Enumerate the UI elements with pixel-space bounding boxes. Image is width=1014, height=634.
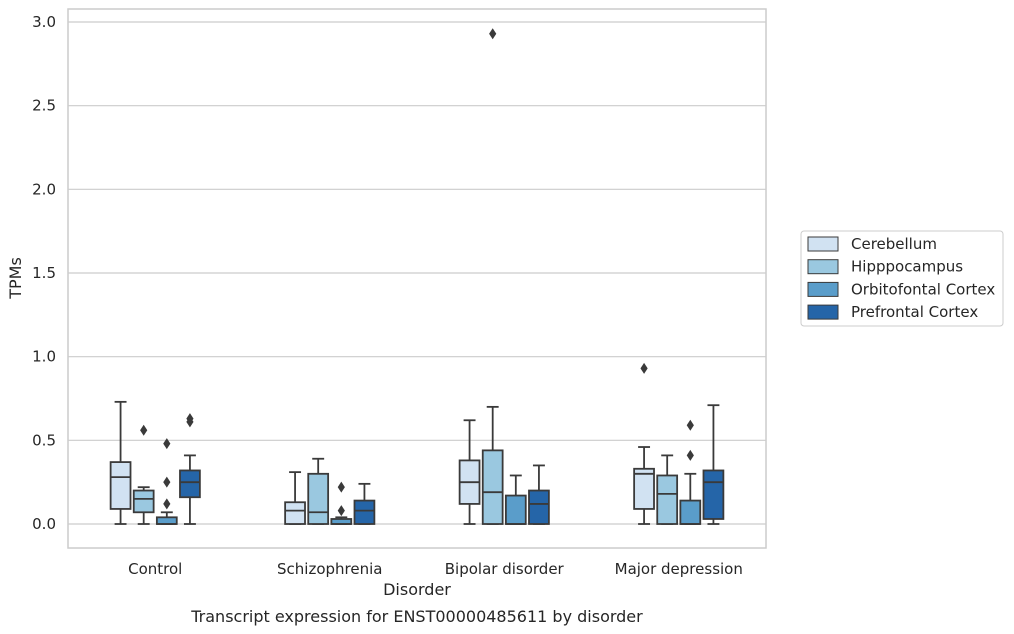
x-tick-label-2: Bipolar disorder — [445, 560, 565, 578]
boxes — [109, 28, 725, 525]
chart-caption: Transcript expression for ENST0000048561… — [190, 607, 643, 626]
box-body — [633, 467, 655, 510]
outlier-0 — [140, 424, 148, 436]
box-0-3 — [633, 362, 655, 525]
legend-swatch-0 — [807, 236, 839, 252]
plot-area — [68, 9, 766, 548]
box-1-3 — [656, 454, 679, 525]
legend-label-1: Hipppocampus — [851, 258, 963, 276]
box-2-0 — [155, 438, 178, 525]
outlier-1 — [186, 413, 194, 425]
box-1-2 — [481, 28, 504, 525]
legend-swatch-1 — [807, 259, 839, 275]
box-2-3 — [679, 419, 702, 525]
box-body — [656, 474, 679, 525]
y-tick-label-5: 2.5 — [32, 97, 56, 115]
y-tick-label-2: 1.0 — [32, 348, 56, 366]
box-body — [179, 469, 201, 499]
y-tick-label-6: 3.0 — [32, 13, 56, 31]
box-0-0 — [109, 400, 132, 525]
box-body — [155, 516, 178, 525]
y-tick-label-3: 1.5 — [32, 264, 56, 282]
x-tick-label-0: Control — [128, 560, 182, 578]
box-1-0 — [132, 424, 155, 525]
box-body — [528, 489, 550, 525]
box-1-1 — [307, 457, 330, 525]
outlier-1 — [163, 476, 171, 488]
y-tick-label-1: 0.5 — [32, 431, 56, 449]
box-3-0 — [179, 413, 201, 525]
box-2-1 — [330, 481, 353, 525]
box-3-3 — [702, 404, 725, 525]
y-tick-label-0: 0.0 — [32, 515, 56, 533]
legend-label-3: Prefrontal Cortex — [851, 303, 978, 321]
x-tick-label-3: Major depression — [615, 560, 743, 578]
outlier-0 — [686, 449, 694, 461]
y-tick-label-4: 2.0 — [32, 180, 56, 198]
y-axis-label: TPMs — [6, 257, 25, 300]
x-tick-label-1: Schizophrenia — [277, 560, 382, 578]
box-3-2 — [528, 464, 550, 525]
box-3-1 — [353, 482, 376, 525]
box-2-2 — [504, 474, 527, 525]
plot-frame — [67, 8, 767, 549]
legend-swatch-3 — [807, 304, 839, 320]
box-body — [132, 489, 155, 514]
outlier-1 — [686, 419, 694, 431]
legend-swatch-2 — [807, 281, 839, 297]
legend-items: Cerebellum Hipppocampus Orbitofontal Corte… — [807, 235, 995, 321]
outlier-0 — [163, 498, 171, 510]
outlier-0 — [640, 362, 648, 374]
grid — [68, 21, 766, 525]
box-body — [109, 461, 132, 510]
outlier-1 — [337, 481, 345, 493]
x-axis-ticks: Control Schizophrenia Bipolar disorder Majo… — [128, 560, 743, 578]
box-body — [702, 469, 725, 520]
box-body — [481, 449, 504, 525]
box-0-2 — [458, 419, 481, 525]
outlier-0 — [489, 28, 497, 40]
legend-frame — [800, 230, 1004, 327]
x-axis-label: Disorder — [383, 580, 451, 599]
box-body — [284, 501, 306, 525]
y-axis-ticks: 0.0 0.5 1.0 1.5 2.0 2.5 3.0 — [32, 13, 56, 533]
box-0-1 — [284, 471, 306, 525]
box-body — [353, 499, 376, 525]
box-body — [679, 499, 702, 525]
legend-label-2: Orbitofontal Cortex — [851, 280, 995, 298]
box-body — [307, 472, 330, 525]
outlier-2 — [163, 438, 171, 450]
box-body — [504, 494, 527, 525]
outlier-0 — [337, 505, 345, 517]
legend: Cerebellum Hipppocampus Orbitofontal Corte… — [800, 230, 1004, 327]
legend-label-0: Cerebellum — [851, 235, 937, 253]
